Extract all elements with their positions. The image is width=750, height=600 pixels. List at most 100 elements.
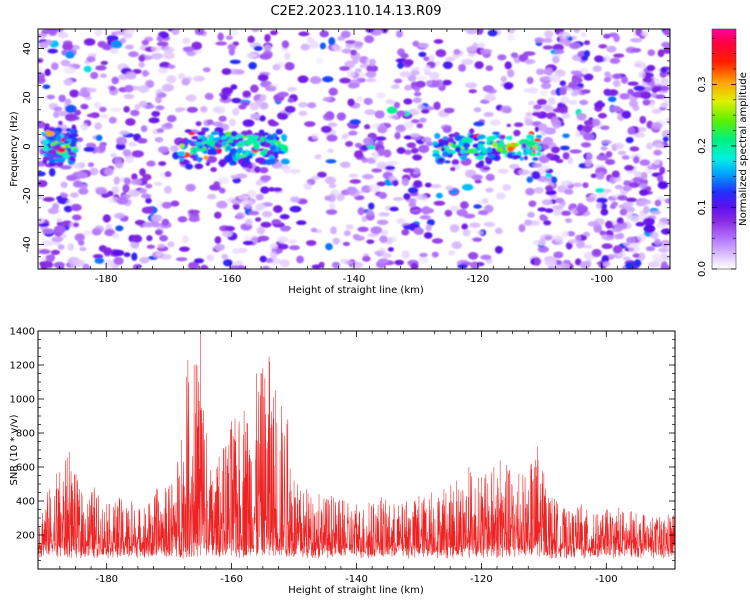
heatmap-cell (111, 232, 120, 239)
heatmap-cell (647, 165, 657, 170)
heatmap-cell (58, 141, 65, 146)
heatmap-cell (137, 138, 148, 144)
heatmap-cell (550, 116, 559, 125)
heatmap-cell (76, 171, 88, 179)
heatmap-cell (340, 30, 351, 39)
heatmap-cell (265, 258, 274, 263)
heatmap-cell (603, 33, 611, 39)
heatmap-cell (531, 171, 541, 180)
heatmap-cell (255, 157, 266, 164)
heatmap-cell (639, 159, 651, 166)
heatmap-cell (660, 66, 668, 74)
heatmap-cell (345, 224, 354, 230)
heatmap-cell (596, 197, 608, 204)
heatmap-cell (397, 62, 404, 69)
heatmap-cell (536, 151, 542, 156)
heatmap-cell (433, 200, 446, 206)
heatmap-cell (213, 106, 225, 114)
heatmap-cell (244, 159, 251, 164)
heatmap-cell (657, 49, 665, 58)
heatmap-cell (65, 51, 75, 59)
heatmap-cell (49, 168, 56, 177)
heatmap-cell (445, 56, 456, 62)
heatmap-cell (554, 235, 564, 244)
heatmap-cell (617, 233, 625, 239)
heatmap-cell (579, 99, 589, 106)
heatmap-cell (602, 55, 611, 63)
heatmap-cell (39, 257, 47, 262)
heatmap-cell (245, 218, 253, 226)
heatmap-cell (385, 165, 396, 171)
heatmap-cell (177, 73, 185, 80)
heatmap-cell (594, 55, 604, 63)
heatmap-cell (411, 147, 419, 154)
heatmap-cell (247, 164, 253, 170)
heatmap-cell (640, 31, 649, 38)
heatmap-cell (638, 183, 648, 189)
heatmap-cell (443, 107, 455, 114)
heatmap-cell (193, 258, 205, 264)
heatmap-cell (94, 122, 102, 130)
heatmap-cell (224, 225, 235, 232)
heatmap-cell (203, 143, 209, 148)
heatmap-cell (151, 110, 161, 117)
heatmap-cell (403, 149, 412, 155)
heatmap-cell (231, 136, 237, 140)
heatmap-cell (543, 220, 552, 226)
heatmap-cell (212, 121, 223, 127)
heatmap-cell (633, 156, 640, 164)
heatmap-cell (255, 203, 266, 211)
heatmap-cell (260, 186, 270, 194)
heatmap-cell (131, 178, 143, 186)
heatmap-cell (498, 141, 505, 148)
heatmap-cell (432, 153, 441, 157)
heatmap-cell (349, 179, 362, 184)
heatmap-cell (241, 130, 249, 136)
heatmap-cell (174, 108, 184, 113)
heatmap-cell (235, 69, 245, 75)
heatmap-cell (366, 65, 379, 73)
heatmap-cell (650, 210, 661, 215)
heatmap-cell (253, 45, 263, 51)
heatmap-cell (642, 76, 653, 83)
heatmap-cell (635, 221, 645, 227)
heatmap-cell (111, 186, 120, 194)
heatmap-cell (103, 259, 115, 268)
heatmap-cell (339, 161, 351, 169)
heatmap-cell (410, 262, 419, 269)
heatmap-cell (639, 189, 649, 196)
heatmap-cell (296, 220, 307, 225)
heatmap-cell (412, 167, 421, 175)
heatmap-cell (348, 130, 358, 136)
heatmap-cell (514, 122, 524, 127)
heatmap-cell (89, 167, 99, 176)
heatmap-cell (125, 155, 135, 164)
snr-x-tick-label: -160 (220, 574, 243, 585)
heatmap-cell (73, 180, 83, 188)
heatmap-cell (537, 207, 547, 212)
heatmap-cell (532, 111, 543, 117)
heatmap-cell (177, 151, 186, 157)
heatmap-cell (549, 74, 561, 83)
heatmap-cell (565, 218, 573, 224)
heatmap-cell (61, 193, 68, 199)
heatmap-cell (341, 133, 349, 140)
heatmap-cell (383, 149, 392, 158)
heatmap-cell (194, 163, 204, 170)
heatmap-cell (634, 171, 643, 178)
spec-x-tick-label: -140 (343, 274, 366, 285)
heatmap-cell (188, 209, 201, 215)
heatmap-cell (219, 127, 224, 134)
heatmap-cell (660, 218, 669, 223)
heatmap-cell (171, 29, 180, 36)
heatmap-cell (363, 137, 374, 146)
heatmap-cell (664, 198, 670, 204)
heatmap-cell (65, 128, 72, 132)
heatmap-cell (83, 146, 95, 152)
heatmap-cell (552, 43, 564, 52)
heatmap-cell (495, 227, 503, 235)
heatmap-cell (659, 85, 670, 92)
heatmap-cell (576, 113, 587, 121)
heatmap-cell (235, 143, 242, 147)
heatmap-cell (533, 138, 542, 142)
